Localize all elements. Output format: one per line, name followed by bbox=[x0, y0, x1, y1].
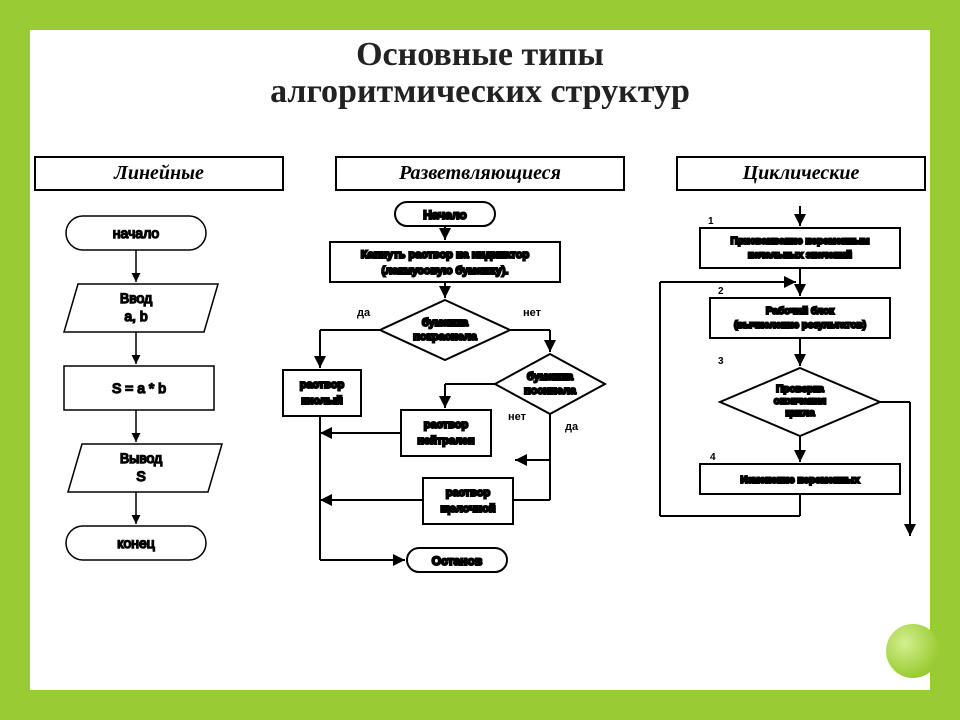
svg-text:кислый: кислый bbox=[301, 395, 343, 407]
linear-start: начало bbox=[113, 225, 160, 241]
branch-step-2: (лакмусовую бумажку). bbox=[382, 265, 509, 277]
svg-text:2: 2 bbox=[718, 286, 724, 297]
branch-stop: Останов bbox=[432, 554, 483, 568]
svg-text:4: 4 bbox=[710, 452, 716, 463]
svg-text:раствор: раствор bbox=[300, 379, 345, 391]
svg-text:окончания: окончания bbox=[774, 396, 827, 407]
linear-proc: S = a * b bbox=[112, 380, 166, 396]
svg-text:раствор: раствор bbox=[424, 419, 469, 431]
slide-title: Основные типы алгоритмических структур bbox=[30, 36, 930, 111]
svg-text:1: 1 bbox=[708, 216, 714, 227]
header-branch: Разветвляющиеся bbox=[335, 156, 625, 191]
header-loop: Циклические bbox=[676, 156, 926, 191]
title-line-2: алгоритмических структур bbox=[270, 73, 690, 110]
branch-flowchart: Начало Капнуть раствор на индикатор (лак… bbox=[265, 200, 615, 680]
svg-text:Присваивание переменным: Присваивание переменным bbox=[731, 236, 870, 247]
slide: Основные типы алгоритмических структур Л… bbox=[0, 0, 960, 720]
branch-c1a: бумажка bbox=[422, 317, 469, 329]
linear-out1: Вывод bbox=[120, 450, 162, 466]
svg-text:3: 3 bbox=[718, 356, 724, 367]
branch-step-1: Капнуть раствор на индикатор bbox=[361, 249, 530, 261]
svg-text:посинела: посинела bbox=[524, 385, 577, 397]
branch-c1b: покраснела bbox=[413, 331, 478, 343]
svg-text:начальных значений: начальных значений bbox=[748, 250, 852, 261]
svg-text:цикла: цикла bbox=[785, 408, 815, 419]
svg-text:щелочной: щелочной bbox=[440, 503, 495, 515]
linear-end: конец bbox=[117, 535, 155, 551]
linear-out2: S bbox=[136, 468, 145, 484]
title-line-1: Основные типы bbox=[356, 36, 604, 73]
svg-text:раствор: раствор bbox=[446, 487, 491, 499]
svg-text:бумажка: бумажка bbox=[527, 371, 574, 383]
linear-in2: a, b bbox=[124, 308, 148, 324]
linear-flowchart: начало Ввод a, b S = a * b Вывод S конец bbox=[26, 206, 246, 686]
svg-text:(вычисление результатов): (вычисление результатов) bbox=[734, 320, 866, 331]
svg-text:нейтрален: нейтрален bbox=[417, 435, 474, 447]
linear-in1: Ввод bbox=[120, 290, 152, 306]
header-linear: Линейные bbox=[34, 156, 284, 191]
svg-text:Рабочий блок: Рабочий блок bbox=[766, 305, 835, 317]
svg-text:нет: нет bbox=[508, 411, 527, 423]
svg-text:да: да bbox=[565, 421, 579, 433]
svg-text:Изменение переменных: Изменение переменных bbox=[740, 475, 860, 486]
branch-start: Начало bbox=[423, 208, 466, 222]
column-headers: Линейные Разветвляющиеся Циклические bbox=[30, 156, 930, 191]
loop-flowchart: 1 Присваивание переменным начальных знач… bbox=[630, 206, 930, 646]
branch-no-1: нет bbox=[523, 307, 542, 319]
svg-text:Проверка: Проверка bbox=[776, 384, 824, 395]
branch-yes-1: да bbox=[357, 307, 371, 319]
